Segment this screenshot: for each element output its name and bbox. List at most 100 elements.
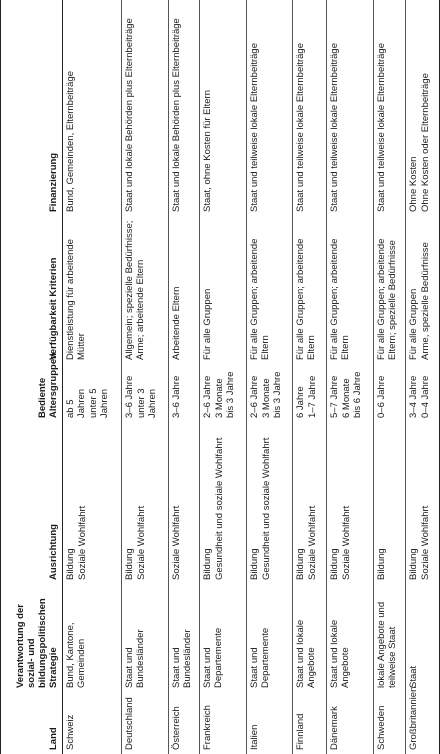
cell-finanzierung: Staat und lokale Behörden plus Elternbei… (168, 0, 199, 216)
table-row: Dänemark Staat und lokale Angebote Bildung… (326, 0, 374, 754)
cell-land: Dänemark (329, 706, 341, 750)
cell-verantwortung: Staat und Bundesländer (124, 629, 147, 688)
cell-verfuegbarkeit-line: Dienstleistung für arbeitende Mütter (65, 239, 87, 360)
cell-finanzierung-line: Staat und lokale Behörden plus Elternbei… (124, 18, 136, 212)
cell-verfuegbarkeit-line: Arbeitende Eltern (170, 286, 182, 360)
cell-ausrichtung-line: Bildung (202, 548, 214, 580)
cell-altersgruppen: 2–6 Jahre 3 Monate bis 3 Jahre (246, 364, 293, 422)
cell-altersgruppen-line: 3 Monate bis 3 Jahre (214, 371, 237, 418)
cell-ausrichtung: Soziale Wohlfahrt (168, 422, 199, 584)
cell-altersgruppen: 0–6 Jahre (373, 364, 406, 422)
cell-finanzierung-line: Staat und teilweise lokale Elternbeiträg… (295, 43, 307, 212)
cell-finanzierung-line: Ohne Kosten (408, 156, 420, 212)
table-row: Großbritannien Staat Bildung Soziale Wohlfa… (405, 0, 440, 754)
cell-finanzierung-line: Bund, Gemeinden, Elternbeiträge (65, 70, 76, 212)
cell-verfuegbarkeit-line: Für alle Gruppen; arbeitende Eltern (295, 238, 318, 360)
cell-finanzierung-line: Staat und teilweise lokale Elternbeiträg… (248, 43, 260, 212)
header-ausrichtung: Ausrichtung (0, 422, 63, 584)
cell-verantwortung: lokale Angebote und teilweise Staat (375, 601, 398, 688)
cell-verfuegbarkeit: Dienstleistung für arbeitende Mütter (63, 216, 122, 364)
cell-ausrichtung-line: Bildung (408, 548, 420, 580)
cell-ausrichtung-line: Soziale Wohlfahrt (341, 505, 353, 580)
cell-ausrichtung-line: Bildung (124, 548, 136, 580)
cell-altersgruppen-line: 2–6 Jahre (202, 375, 214, 418)
cell-verfuegbarkeit-line: Für alle Gruppen; arbeitende Eltern; spe… (375, 238, 398, 360)
cell-finanzierung: Staat und teilweise lokale Elternbeiträg… (246, 0, 293, 216)
cell-ausrichtung-line: Soziale Wohlfahrt (420, 505, 432, 580)
cell-verantwortung: Staat und lokale Angebote (295, 619, 318, 688)
cell-verfuegbarkeit: Für alle Gruppen; arbeitende Eltern (293, 216, 327, 364)
cell-verfuegbarkeit: Allgemein; spezielle Bedürfnisse; Arme; … (122, 216, 169, 364)
cell-finanzierung: Staat und teilweise lokale Elternbeiträg… (373, 0, 406, 216)
cell-ausrichtung: Bildung Soziale Wohlfahrt (293, 422, 327, 584)
cell-ausrichtung-line: Soziale Wohlfahrt (307, 505, 319, 580)
cell-finanzierung: Bund, Gemeinden, Elternbeiträge (63, 0, 122, 216)
cell-altersgruppen: 2–6 Jahre 3 Monate bis 3 Jahre (200, 364, 247, 422)
table-row: Italien Staat und Departemente Bildung Gesu… (246, 0, 293, 754)
cell-verantwortung: Staat und Bundesländer (170, 629, 193, 688)
cell-finanzierung: Staat und teilweise lokale Elternbeiträg… (293, 0, 327, 216)
cell-land: Italien (248, 724, 260, 750)
cell-land: Schweiz (65, 714, 76, 750)
cell-land: Schweden (375, 705, 387, 750)
cell-finanzierung-line: Staat und teilweise lokale Elternbeiträg… (329, 43, 341, 212)
cell-land: Österreich (170, 706, 182, 750)
cell-verantwortung: Staat und Departemente (202, 627, 225, 688)
cell-altersgruppen-line: 0–6 Jahre (375, 375, 387, 418)
cell-altersgruppen-line: unter 5 Jahren (88, 388, 110, 418)
cell-finanzierung: Ohne Kosten Ohne Kosten oder Elternbeiträ… (406, 0, 440, 216)
cell-verfuegbarkeit: Für alle Gruppen; arbeitende Eltern; spe… (373, 216, 406, 364)
cell-ausrichtung-line: Bildung (329, 548, 341, 580)
cell-altersgruppen-line: 3 Monate bis 3 Jahre (260, 371, 283, 418)
cell-verfuegbarkeit: Für alle Gruppen (200, 216, 247, 364)
cell-ausrichtung: Bildung Soziale Wohlfahrt (63, 422, 122, 584)
cell-altersgruppen-line: 0–4 Jahre (420, 375, 432, 418)
cell-finanzierung: Staat und lokale Behörden plus Elternbei… (122, 0, 169, 216)
cell-verfuegbarkeit-line: Arme, spezielle Bedürfnisse (420, 242, 432, 360)
cell-altersgruppen: ab 5 Jahren unter 5 Jahren (63, 364, 122, 422)
cell-verfuegbarkeit: Für alle Gruppen; arbeitende Eltern (327, 216, 374, 364)
cell-finanzierung-line: Ohne Kosten oder Elternbeiträge (420, 73, 432, 212)
cell-altersgruppen-line: 5–7 Jahre (329, 375, 341, 418)
cell-ausrichtung: Bildung Gesundheit und soziale Wohlfahrt (200, 422, 247, 584)
cell-verantwortung: Bund, Kantone, Gemeinden (65, 622, 87, 689)
cell-altersgruppen-line: 3–6 Jahre (170, 375, 182, 418)
cell-altersgruppen-line: 3–6 Jahre (124, 375, 136, 418)
cell-verfuegbarkeit-line: Für alle Gruppen; arbeitende Eltern (248, 238, 271, 360)
table-row: Frankreich Staat und Departemente Bildung G… (199, 0, 247, 754)
cell-land: Deutschland (124, 697, 136, 750)
header-land: Land (0, 692, 63, 754)
cell-ausrichtung-line: Bildung (375, 548, 387, 580)
cell-land: Frankreich (202, 705, 214, 750)
cell-finanzierung: Staat und teilweise lokale Elternbeiträg… (327, 0, 374, 216)
cell-verantwortung: Staat und Departemente (248, 627, 271, 688)
cell-altersgruppen-line: 6 Jahre (295, 386, 307, 418)
table-row: Deutschland Staat und Bundesländer Bildung… (121, 0, 169, 754)
cell-altersgruppen: 5–7 Jahre 6 Monate bis 6 Jahre (327, 364, 374, 422)
cell-ausrichtung: Bildung Soziale Wohlfahrt (327, 422, 374, 584)
cell-ausrichtung-line: Soziale Wohlfahrt (77, 505, 88, 580)
cell-ausrichtung: Bildung (373, 422, 406, 584)
cell-ausrichtung-line: Soziale Wohlfahrt (136, 505, 148, 580)
cell-verfuegbarkeit-line: Für alle Gruppen (202, 288, 214, 360)
cell-finanzierung-line: Staat und teilweise lokale Elternbeiträg… (375, 43, 387, 212)
cell-verantwortung: Staat und lokale Angebote (329, 619, 352, 688)
cell-ausrichtung-line: Gesundheit und soziale Wohlfahrt (214, 437, 226, 580)
table-row: Schweiz Bund, Kantone, Gemeinden Bildung So… (62, 0, 122, 754)
cell-verfuegbarkeit: Für alle Gruppen Arme, spezielle Bedürfni… (406, 216, 440, 364)
cell-finanzierung-line: Staat und lokale Behörden plus Elternbei… (170, 18, 182, 212)
cell-altersgruppen: 3–6 Jahre (168, 364, 199, 422)
cell-ausrichtung-line: Soziale Wohlfahrt (170, 505, 182, 580)
cell-land: Großbritannien (408, 686, 420, 750)
cell-altersgruppen-line: 1–7 Jahre (307, 375, 319, 418)
cell-ausrichtung-line: Bildung (248, 548, 260, 580)
header-verantwortung: Verantwortung der sozial- und bildungspo… (0, 584, 63, 692)
header-finanzierung: Finanzierung (0, 0, 63, 216)
table-header-row: Land Verantwortung der sozial- und bildu… (0, 0, 63, 754)
cell-altersgruppen: 3–6 Jahre unter 3 Jahren (122, 364, 169, 422)
cell-altersgruppen-line: 6 Monate bis 6 Jahre (341, 371, 364, 418)
header-verfuegbarkeit: Verfügbarkeit Kriterien (0, 216, 63, 364)
table-body: Schweiz Bund, Kantone, Gemeinden Bildung So… (62, 0, 440, 754)
